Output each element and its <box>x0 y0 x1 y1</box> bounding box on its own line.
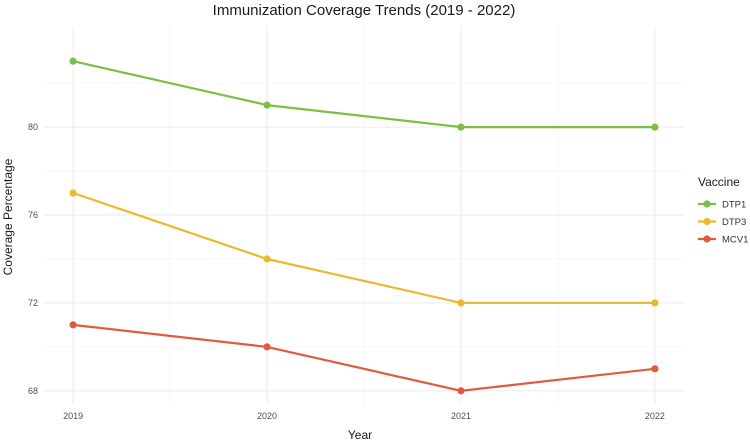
point-mcv1-2019 <box>69 321 77 329</box>
legend-key-point-dtp1 <box>703 200 711 208</box>
point-mcv1-2022 <box>651 365 659 373</box>
series-line-dtp3 <box>72 191 655 304</box>
series-line-mcv1 <box>72 323 656 392</box>
x-tick-label: 2020 <box>257 411 277 421</box>
legend-key-point-dtp3 <box>703 217 711 226</box>
point-dtp3-2020 <box>263 255 271 263</box>
y-tick-label: 80 <box>28 122 38 132</box>
series-line-dtp1 <box>72 60 655 129</box>
point-dtp1-2021 <box>457 123 465 131</box>
x-tick-label: 2021 <box>451 411 471 421</box>
y-tick-label: 72 <box>28 298 38 308</box>
legend-label-dtp1: DTP1 <box>722 200 746 211</box>
y-tick-label: 68 <box>28 386 38 396</box>
chart-title: Immunization Coverage Trends (2019 - 202… <box>213 2 516 19</box>
x-tick-label: 2019 <box>63 411 83 421</box>
legend-label-dtp3: DTP3 <box>722 217 746 228</box>
x-axis-ticks: 2019 2020 2021 2022 <box>63 411 665 421</box>
y-axis-ticks: 68 72 76 80 <box>28 122 38 396</box>
point-mcv1-2021 <box>457 387 465 395</box>
legend: Vaccine DTP1 DTP3 MCV1 <box>698 175 748 246</box>
series-points <box>69 57 659 395</box>
y-tick-label: 76 <box>28 210 38 220</box>
point-dtp3-2019 <box>69 189 77 197</box>
point-dtp1-2020 <box>263 101 271 109</box>
point-mcv1-2020 <box>263 343 271 351</box>
legend-key-point-mcv1 <box>703 235 711 243</box>
point-dtp1-2022 <box>651 123 659 131</box>
legend-title: Vaccine <box>698 175 740 189</box>
x-axis-title: Year <box>348 428 372 442</box>
point-dtp3-2021 <box>457 299 465 307</box>
point-dtp1-2019 <box>69 57 77 65</box>
legend-label-mcv1: MCV1 <box>722 235 748 246</box>
point-dtp3-2022 <box>651 299 659 307</box>
x-tick-label: 2022 <box>645 411 665 421</box>
series-lines <box>72 60 656 392</box>
y-axis-title: Coverage Percentage <box>1 158 15 275</box>
